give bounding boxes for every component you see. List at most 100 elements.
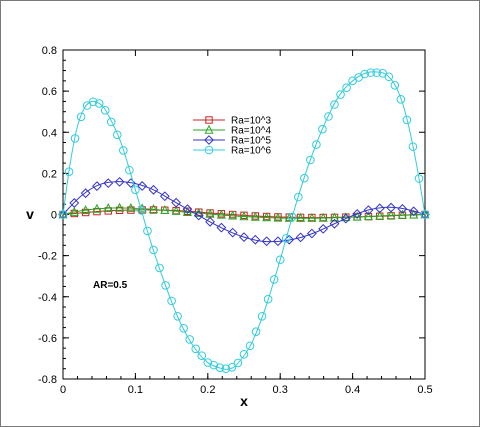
data-point (103, 203, 113, 213)
data-point (126, 202, 136, 212)
legend-marker (204, 124, 214, 134)
data-point (386, 202, 396, 213)
data-point (384, 72, 394, 82)
data-point (306, 155, 315, 165)
x-tick-label: 0.2 (200, 384, 215, 396)
y-tick-label: 0.6 (42, 86, 57, 98)
data-point (113, 130, 122, 140)
data-point (294, 192, 303, 202)
data-point (250, 211, 260, 221)
data-point (173, 311, 182, 321)
legend-label: Ra=10^4 (231, 126, 271, 137)
y-tick-label: -0.2 (38, 251, 57, 263)
data-point (363, 211, 373, 221)
data-point (257, 311, 267, 321)
data-point (216, 222, 227, 233)
data-point (228, 210, 238, 220)
y-tick-label: -0.4 (38, 292, 57, 304)
data-point (245, 341, 255, 351)
data-point (396, 95, 406, 104)
data-point (185, 335, 194, 344)
legend-marker (205, 116, 213, 124)
data-point (216, 209, 226, 219)
legend-marker (204, 145, 214, 155)
data-point (306, 228, 317, 239)
data-point (408, 206, 419, 217)
data-point (149, 245, 158, 255)
data-point (360, 69, 369, 79)
data-point (137, 206, 146, 215)
data-point (70, 134, 80, 143)
data-point (131, 185, 140, 195)
data-point (318, 223, 329, 234)
plot-area (62, 49, 426, 380)
data-point (171, 197, 182, 208)
series-line (62, 207, 426, 219)
aspect-ratio-annotation: AR=0.5 (93, 280, 128, 291)
data-point (414, 174, 424, 183)
data-point (397, 209, 407, 219)
data-point (80, 188, 91, 199)
data-point (193, 210, 204, 221)
data-point (420, 210, 430, 219)
data-point (408, 142, 418, 151)
data-point (125, 165, 134, 175)
data-point (251, 327, 261, 337)
data-point (307, 212, 317, 222)
data-point (390, 80, 400, 90)
x-axis-title: x (240, 393, 248, 409)
data-point (167, 296, 176, 306)
y-tick-label: 0.4 (42, 127, 57, 139)
series-line (62, 71, 426, 370)
legend-label: Ra=10^5 (231, 136, 271, 147)
data-point (375, 210, 385, 220)
legend-label: Ra=10^3 (231, 116, 271, 127)
data-point (221, 364, 231, 374)
data-point (76, 112, 86, 122)
data-point (197, 351, 207, 360)
data-point (366, 68, 376, 77)
data-point (296, 212, 306, 222)
data-point (103, 178, 114, 189)
data-point (273, 212, 283, 222)
data-point (352, 209, 363, 219)
data-point (161, 281, 170, 290)
y-tick-label: 0.8 (42, 45, 57, 57)
data-point (148, 184, 159, 195)
data-point (340, 213, 351, 224)
series-layer (58, 68, 430, 374)
data-point (182, 204, 193, 215)
data-point (402, 115, 412, 125)
data-point (386, 210, 396, 220)
data-point (287, 212, 297, 222)
data-point (58, 210, 68, 219)
data-point (300, 173, 309, 183)
data-point (281, 234, 291, 243)
series-2 (58, 202, 430, 222)
data-point (312, 140, 321, 149)
data-point (94, 99, 104, 108)
data-point (250, 234, 261, 245)
data-point (262, 212, 272, 222)
data-point (342, 83, 351, 92)
data-point (160, 204, 170, 214)
data-point (88, 97, 98, 107)
data-point (191, 344, 201, 354)
x-tick-label: 0.1 (128, 384, 143, 396)
data-point (363, 205, 374, 216)
data-point (115, 202, 125, 212)
data-point (239, 232, 249, 243)
data-point (58, 209, 68, 219)
data-point (159, 191, 170, 202)
data-point (318, 124, 327, 134)
legend-label: Ra=10^6 (231, 146, 271, 157)
y-axis-title: v (26, 206, 34, 222)
x-tick-label: 0.5 (417, 384, 432, 396)
series-4 (58, 68, 430, 374)
data-point (233, 358, 243, 368)
data-point (239, 211, 249, 221)
data-point (215, 363, 225, 372)
data-point (119, 146, 128, 155)
data-point (374, 203, 385, 214)
